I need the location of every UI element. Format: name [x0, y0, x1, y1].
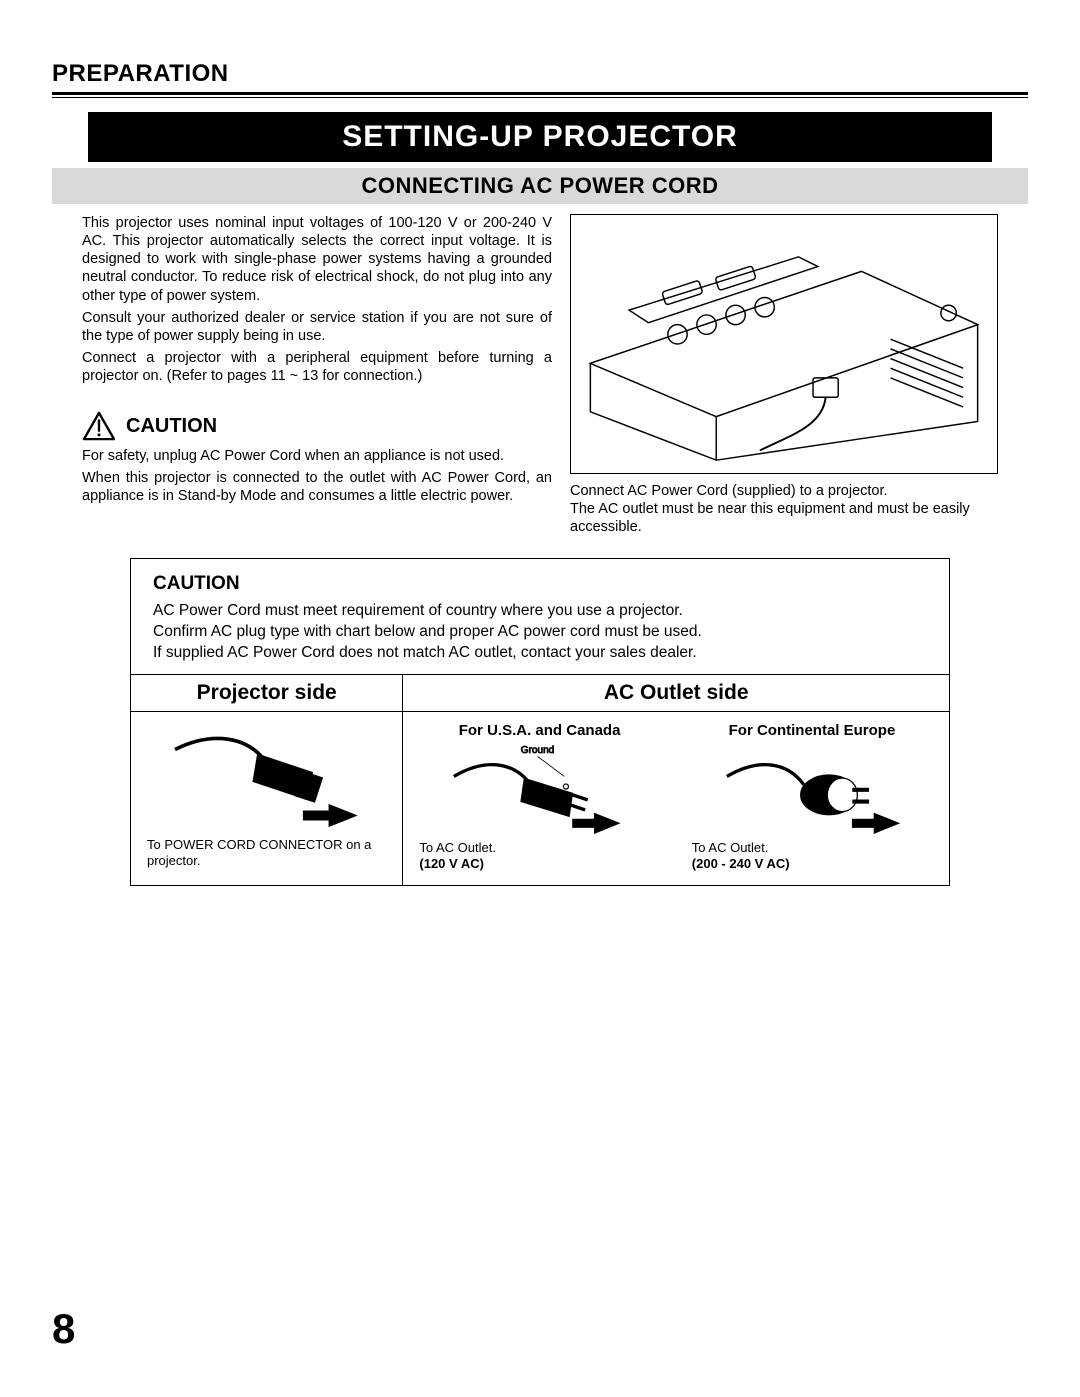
plug-chart-body: To POWER CORD CONNECTOR on a projector. …	[131, 711, 949, 885]
plug-europe-icon	[692, 743, 932, 835]
plug-usa-icon: Ground	[419, 743, 659, 835]
intro-paragraph: Connect a projector with a peripheral eq…	[82, 349, 552, 385]
rule-thin	[52, 97, 1028, 98]
intro-paragraph: This projector uses nominal input voltag…	[82, 214, 552, 305]
figure-caption: Connect AC Power Cord (supplied) to a pr…	[570, 482, 998, 500]
intro-paragraph: Consult your authorized dealer or servic…	[82, 309, 552, 345]
caution-heading-row: CAUTION	[82, 411, 552, 441]
plug-voltage: (120 V AC)	[419, 856, 659, 872]
plug-projector-icon	[147, 722, 386, 832]
subtitle-bar: CONNECTING AC POWER CORD	[52, 168, 1028, 204]
plug-chart-box: CAUTION AC Power Cord must meet requirem…	[130, 558, 950, 886]
box-text: Confirm AC plug type with chart below an…	[153, 622, 927, 643]
ground-label: Ground	[521, 745, 554, 756]
plug-note: To AC Outlet.	[419, 840, 659, 856]
section-heading: PREPARATION	[52, 60, 1028, 92]
right-column: Connect AC Power Cord (supplied) to a pr…	[570, 214, 998, 536]
figure-caption: The AC outlet must be near this equipmen…	[570, 500, 998, 536]
caution-paragraph: For safety, unplug AC Power Cord when an…	[82, 447, 552, 465]
box-text: AC Power Cord must meet requirement of c…	[153, 601, 927, 622]
warning-triangle-icon	[82, 411, 116, 441]
box-caution-heading: CAUTION	[153, 573, 927, 595]
page-number: 8	[52, 1305, 75, 1353]
col-header-outlet: AC Outlet side	[403, 675, 949, 711]
projector-figure	[570, 214, 998, 474]
left-column: This projector uses nominal input voltag…	[82, 214, 552, 536]
rule-thick	[52, 92, 1028, 95]
plug-note: To POWER CORD CONNECTOR on a projector.	[147, 837, 386, 868]
plug-cell-usa: For U.S.A. and Canada Ground To	[403, 712, 675, 885]
plug-cell-projector: To POWER CORD CONNECTOR on a projector.	[131, 712, 403, 885]
plug-note: To AC Outlet.	[692, 840, 932, 856]
box-text: If supplied AC Power Cord does not match…	[153, 643, 927, 664]
region-heading: For Continental Europe	[692, 722, 932, 739]
caution-paragraph: When this projector is connected to the …	[82, 469, 552, 505]
plug-voltage: (200 - 240 V AC)	[692, 856, 932, 872]
plug-chart-header: Projector side AC Outlet side	[131, 674, 949, 711]
title-bar: SETTING-UP PROJECTOR	[88, 112, 992, 162]
projector-illustration	[571, 215, 997, 473]
region-heading: For U.S.A. and Canada	[419, 722, 659, 739]
col-header-projector: Projector side	[131, 675, 403, 711]
plug-cell-europe: For Continental Europe To AC Outlet. (20…	[676, 712, 948, 885]
caution-label: CAUTION	[126, 415, 217, 438]
